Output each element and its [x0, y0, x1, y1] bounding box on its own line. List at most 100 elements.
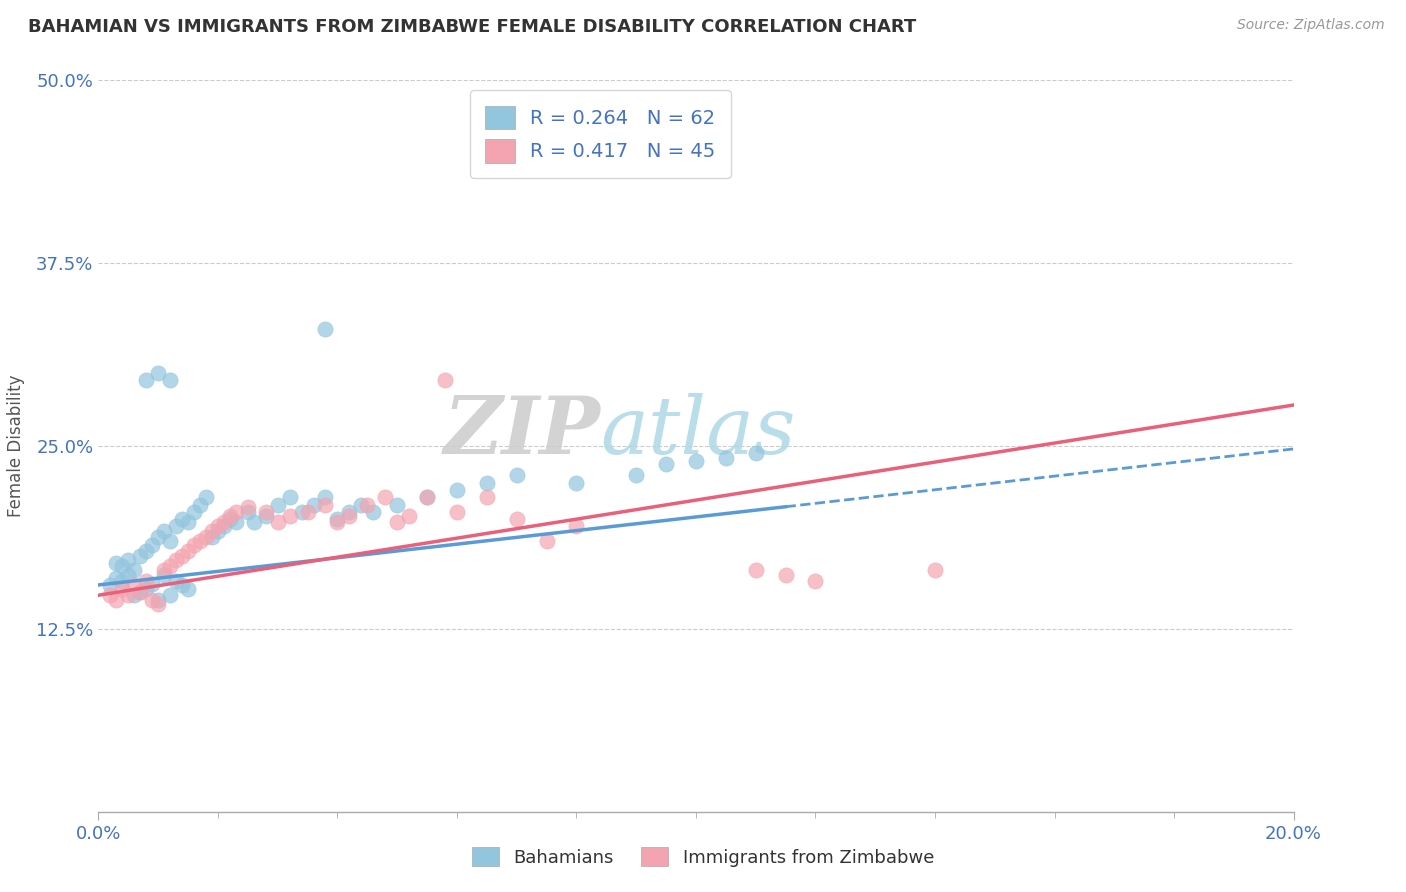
Point [655, 457, 678, 471]
Legend: Bahamians, Immigrants from Zimbabwe: Bahamians, Immigrants from Zimbabwe [465, 840, 941, 874]
Point [141, 576, 163, 591]
Point [117, 553, 139, 567]
Point [201, 524, 224, 538]
Point [243, 515, 266, 529]
Point [315, 490, 337, 504]
Point [385, 498, 409, 512]
Point [183, 505, 205, 519]
Point [98, 588, 122, 602]
Point [183, 539, 205, 553]
Point [254, 509, 277, 524]
Point [685, 453, 707, 467]
Point [212, 519, 235, 533]
Point [326, 515, 349, 529]
Point [326, 512, 349, 526]
Point [267, 515, 290, 529]
Point [350, 498, 373, 512]
Point [124, 588, 146, 602]
Point [165, 519, 187, 533]
Point [804, 574, 827, 588]
Point [302, 498, 325, 512]
Point [129, 585, 152, 599]
Point [135, 373, 157, 387]
Point [177, 582, 200, 597]
Point [278, 490, 301, 504]
Point [745, 446, 768, 460]
Point [219, 509, 242, 524]
Point [148, 530, 170, 544]
Point [254, 505, 277, 519]
Point [124, 578, 146, 592]
Point [775, 567, 797, 582]
Point [714, 450, 737, 465]
Point [159, 534, 181, 549]
Point [201, 530, 224, 544]
Point [385, 515, 409, 529]
Point [172, 578, 194, 592]
Point [105, 592, 128, 607]
Point [129, 549, 152, 563]
Point [159, 558, 181, 573]
Point [356, 498, 378, 512]
Point [105, 556, 128, 570]
Point [153, 567, 176, 582]
Point [446, 505, 468, 519]
Point [315, 322, 337, 336]
Point [148, 366, 170, 380]
Point [398, 509, 420, 524]
Point [195, 490, 218, 504]
Point [536, 534, 558, 549]
Point [207, 524, 229, 538]
Point [159, 373, 181, 387]
Point [172, 512, 194, 526]
Point [267, 498, 290, 512]
Point [207, 519, 229, 533]
Point [291, 505, 314, 519]
Point [165, 574, 187, 588]
Point [195, 530, 218, 544]
Point [111, 582, 134, 597]
Point [565, 475, 588, 490]
Point [129, 585, 152, 599]
Point [297, 505, 319, 519]
Point [165, 553, 187, 567]
Point [212, 515, 235, 529]
Point [124, 563, 146, 577]
Point [225, 515, 247, 529]
Point [148, 597, 170, 611]
Point [135, 582, 157, 597]
Point [177, 515, 200, 529]
Point [105, 571, 128, 585]
Point [416, 490, 439, 504]
Text: BAHAMIAN VS IMMIGRANTS FROM ZIMBABWE FEMALE DISABILITY CORRELATION CHART: BAHAMIAN VS IMMIGRANTS FROM ZIMBABWE FEM… [28, 18, 917, 36]
Point [141, 539, 163, 553]
Point [924, 563, 946, 577]
Point [135, 544, 157, 558]
Text: ZIP: ZIP [443, 392, 600, 470]
Point [745, 563, 768, 577]
Point [506, 468, 529, 483]
Point [236, 505, 259, 519]
Point [148, 592, 170, 607]
Text: Source: ZipAtlas.com: Source: ZipAtlas.com [1237, 18, 1385, 32]
Point [374, 490, 396, 504]
Point [117, 588, 139, 602]
Text: atlas: atlas [600, 392, 796, 470]
Point [363, 505, 385, 519]
Point [141, 592, 163, 607]
Point [117, 567, 139, 582]
Point [172, 549, 194, 563]
Point [153, 524, 176, 538]
Point [236, 500, 259, 515]
Point [434, 373, 457, 387]
Point [339, 505, 361, 519]
Point [278, 509, 301, 524]
Point [177, 544, 200, 558]
Legend: R = 0.264   N = 62, R = 0.417   N = 45: R = 0.264 N = 62, R = 0.417 N = 45 [470, 90, 731, 178]
Point [475, 475, 498, 490]
Point [475, 490, 498, 504]
Point [98, 578, 122, 592]
Point [339, 509, 361, 524]
Point [506, 512, 529, 526]
Point [626, 468, 648, 483]
